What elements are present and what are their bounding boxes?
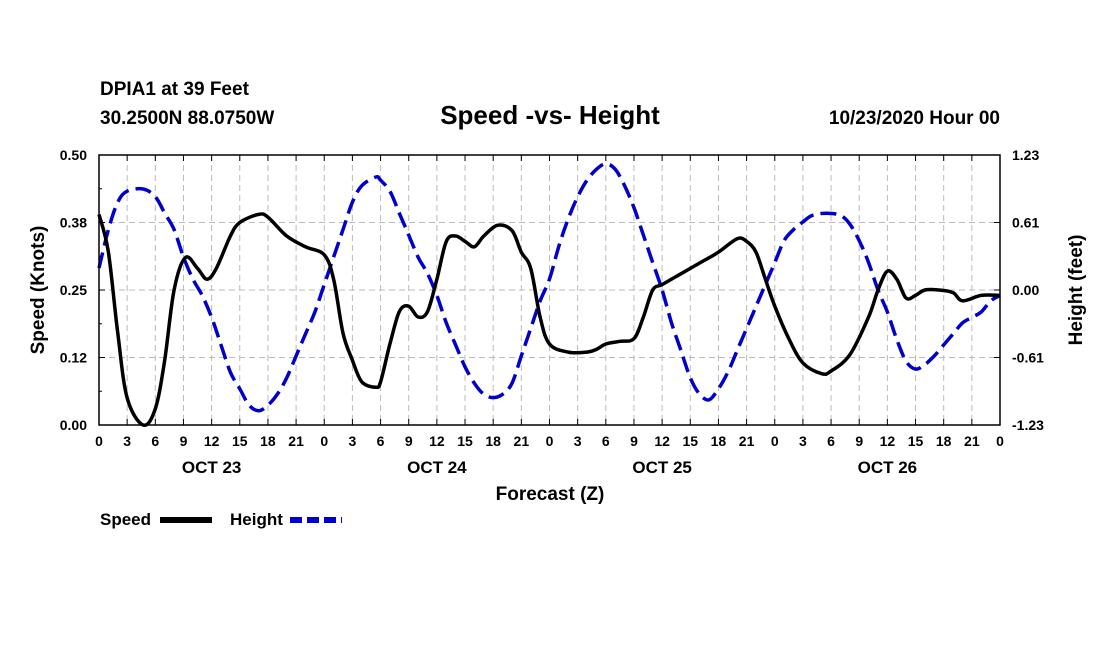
y2-tick-label: 1.23 <box>1012 147 1039 163</box>
x-tick-label: 18 <box>936 433 952 449</box>
day-label: OCT 26 <box>858 458 918 477</box>
x-tick-label: 15 <box>908 433 924 449</box>
station-label: DPIA1 at 39 Feet <box>100 79 250 100</box>
x-tick-label: 3 <box>574 433 582 449</box>
legend: Speed Height <box>100 510 342 529</box>
chart-title: Speed -vs- Height <box>440 100 660 130</box>
x-tick-label: 6 <box>827 433 835 449</box>
y2-tick-label: 0.61 <box>1012 215 1039 231</box>
x-tick-label: 15 <box>682 433 698 449</box>
y-tick-label: 0.25 <box>60 282 87 298</box>
x-tick-label: 12 <box>654 433 670 449</box>
x-tick-label: 9 <box>630 433 638 449</box>
x-tick-label: 0 <box>95 433 103 449</box>
x-tick-label: 6 <box>602 433 610 449</box>
series-line-speed <box>97 212 1001 427</box>
x-tick-label: 21 <box>288 433 304 449</box>
x-tick-label: 18 <box>260 433 276 449</box>
y-axis-label: Speed (Knots) <box>28 226 49 355</box>
y-tick-label: 0.38 <box>60 215 87 231</box>
y-tick-label: 0.50 <box>60 147 87 163</box>
y2-tick-label: -1.23 <box>1012 417 1044 433</box>
day-label: OCT 25 <box>632 458 692 477</box>
x-tick-label: 12 <box>204 433 220 449</box>
x-tick-label: 0 <box>771 433 779 449</box>
series-layer <box>97 162 1001 427</box>
x-tick-label: 0 <box>996 433 1004 449</box>
x-tick-label: 3 <box>799 433 807 449</box>
y2-tick-label: 0.00 <box>1012 282 1039 298</box>
y2-axis-label: Height (feet) <box>1066 235 1087 346</box>
y-tick-label: 0.12 <box>60 350 87 366</box>
y-tick-label: 0.00 <box>60 417 87 433</box>
day-label: OCT 24 <box>407 458 467 477</box>
gridlines <box>99 155 1000 425</box>
x-tick-label: 6 <box>151 433 159 449</box>
x-tick-label: 15 <box>232 433 248 449</box>
x-tick-label: 9 <box>855 433 863 449</box>
x-tick-label: 18 <box>485 433 501 449</box>
x-tick-label: 21 <box>514 433 530 449</box>
legend-speed-label: Speed <box>100 510 151 529</box>
x-tick-label: 21 <box>739 433 755 449</box>
y2-tick-label: -0.61 <box>1012 350 1044 366</box>
x-tick-label: 15 <box>457 433 473 449</box>
x-tick-label: 9 <box>180 433 188 449</box>
x-tick-label: 3 <box>123 433 131 449</box>
x-tick-label: 0 <box>546 433 554 449</box>
coords-label: 30.2500N 88.0750W <box>100 108 274 129</box>
series-line-height <box>97 162 1001 413</box>
x-tick-label: 18 <box>711 433 727 449</box>
x-tick-label: 0 <box>320 433 328 449</box>
datetime-label: 10/23/2020 Hour 00 <box>829 108 1000 129</box>
x-tick-label: 21 <box>964 433 980 449</box>
axes-layer: 0 3 6 9 12 15 18 21 0 3 6 9 12 15 18 21 0 3 6 9 12 15 18 21 0 3 6 9… <box>60 147 1044 477</box>
x-tick-label: 6 <box>377 433 385 449</box>
x-tick-label: 9 <box>405 433 413 449</box>
x-axis-label: Forecast (Z) <box>496 484 605 505</box>
x-tick-label: 3 <box>349 433 357 449</box>
x-tick-label: 12 <box>880 433 896 449</box>
legend-height-label: Height <box>230 510 283 529</box>
day-label: OCT 23 <box>182 458 242 477</box>
x-tick-label: 12 <box>429 433 445 449</box>
